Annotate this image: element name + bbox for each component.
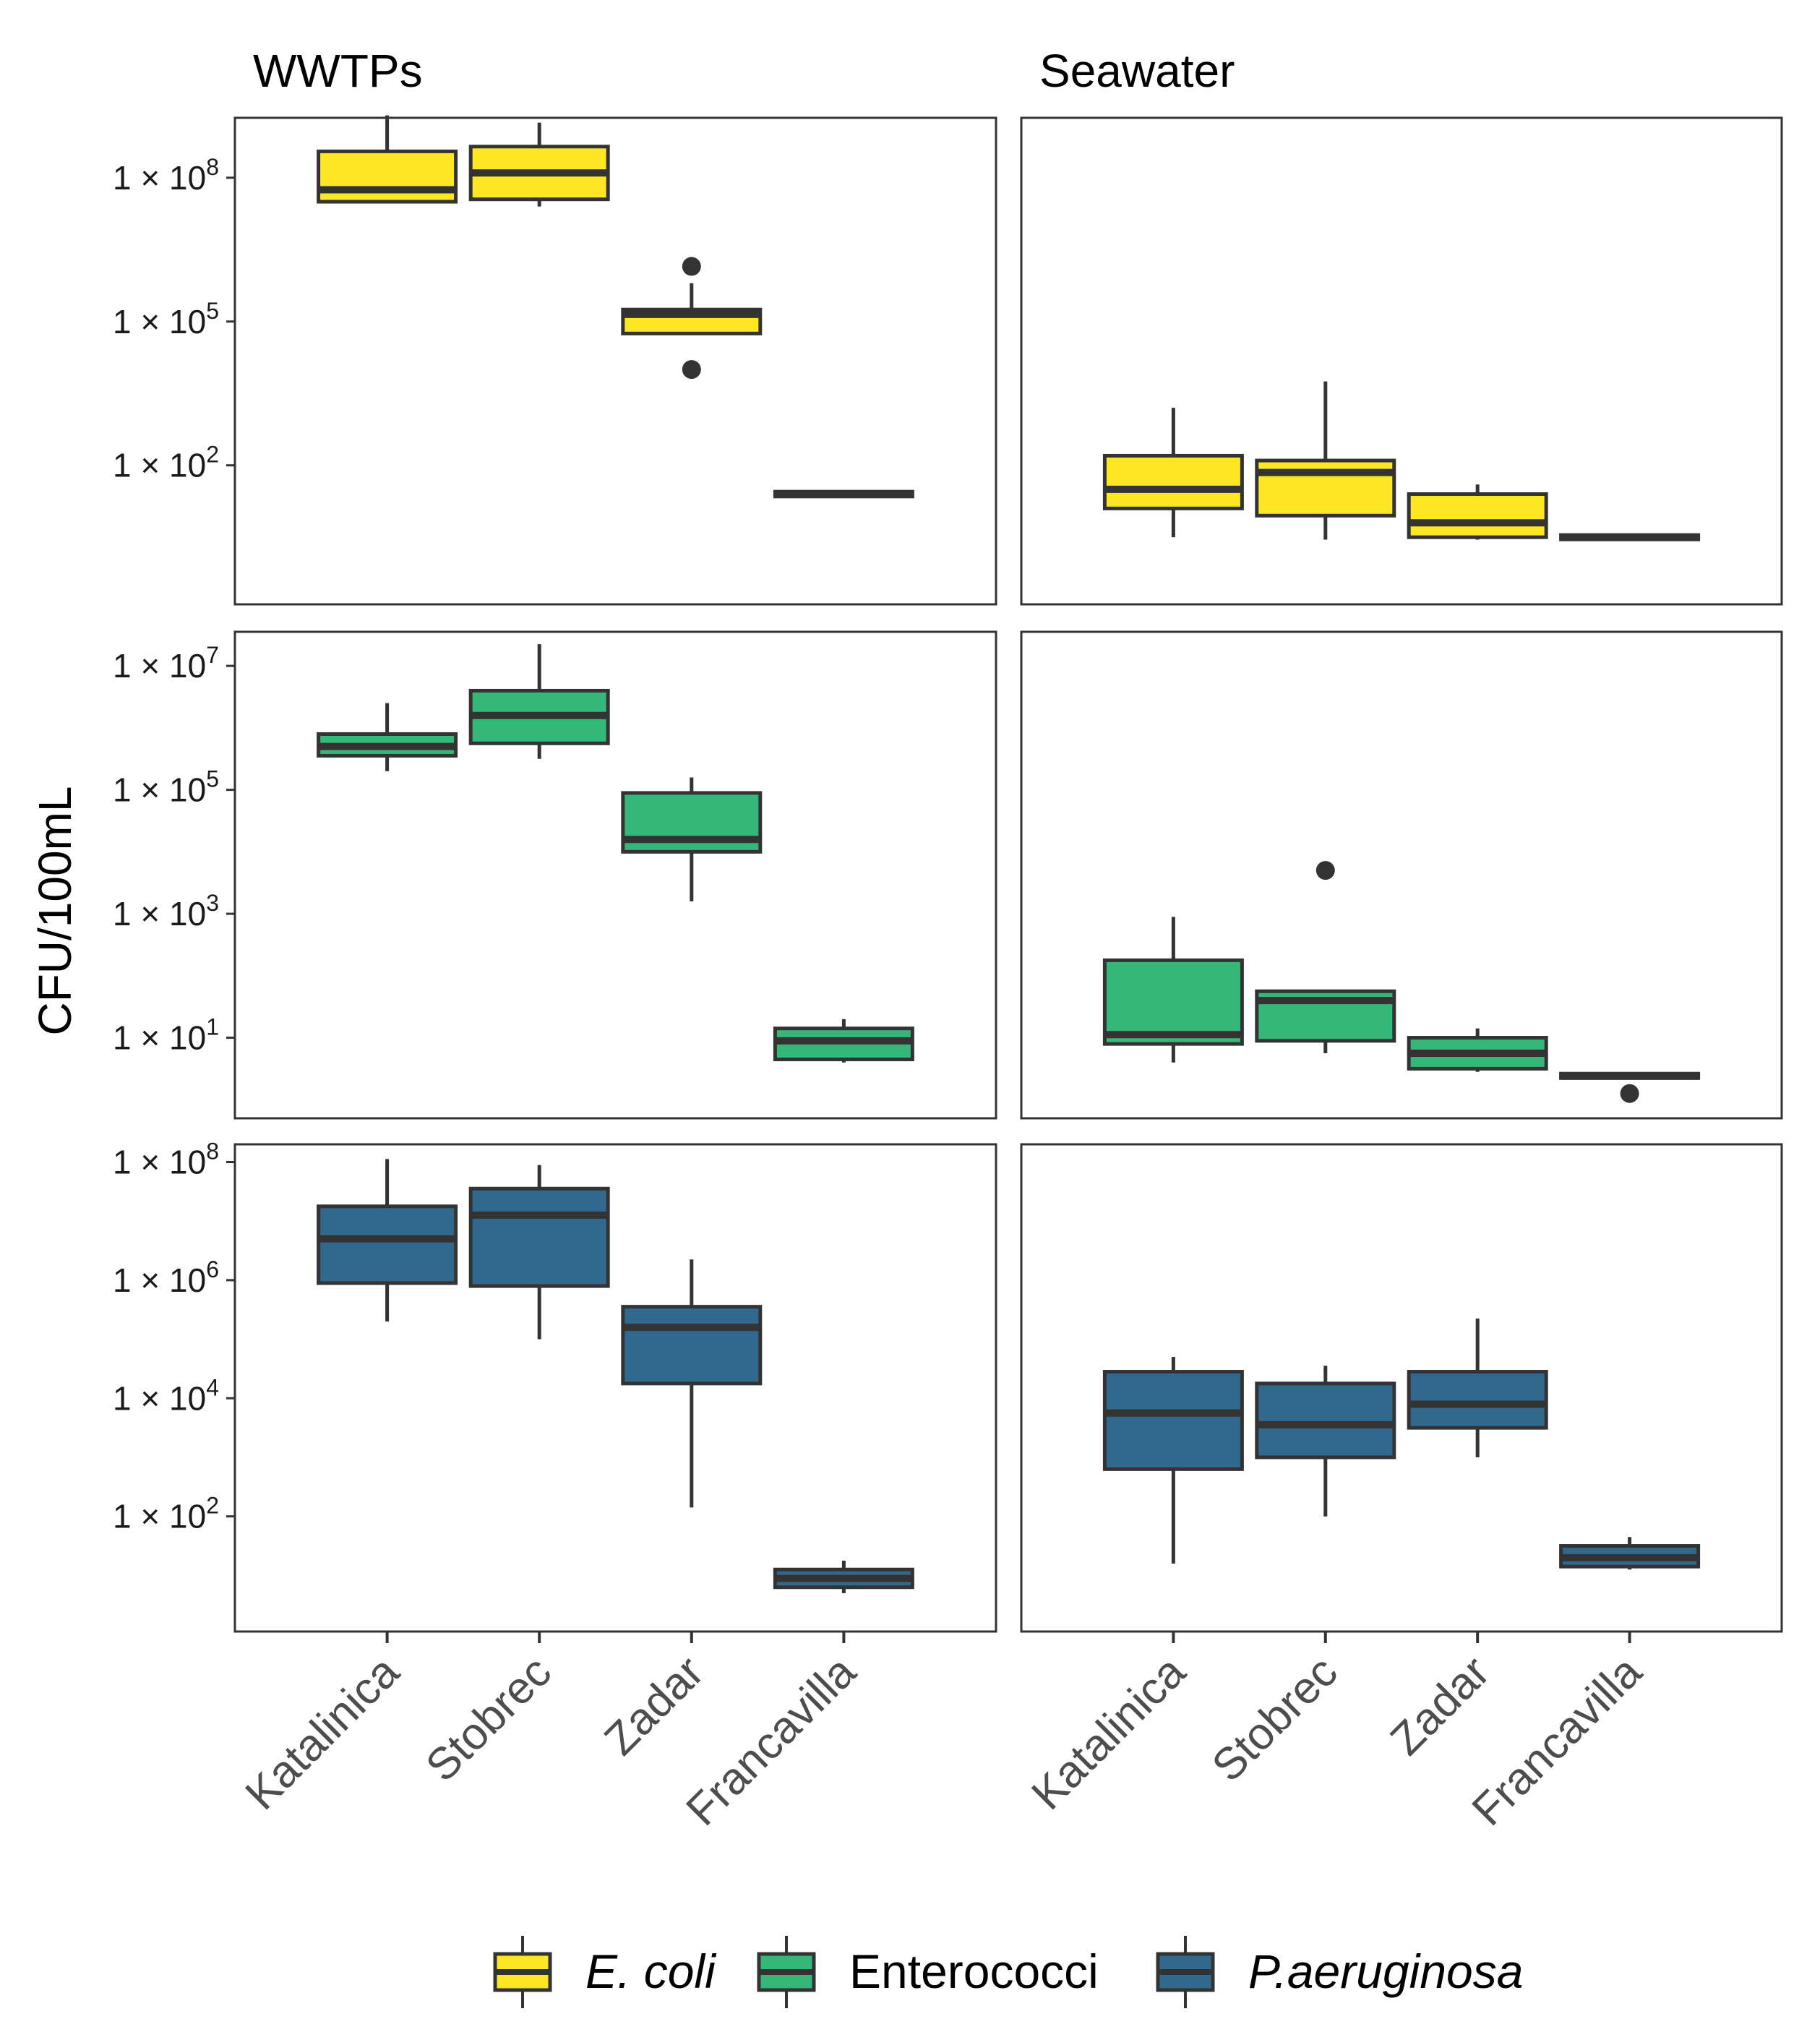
facet-row-e-coli: 1 × 108 1 × 105 1 × 102 <box>113 115 1783 606</box>
box-zadar <box>1407 1319 1548 1457</box>
box-iqr <box>1407 1370 1548 1430</box>
box-stobrec <box>1255 381 1396 540</box>
box-katalinica <box>317 115 458 204</box>
box-iqr <box>621 1305 763 1386</box>
box-katalinica <box>1102 1357 1244 1564</box>
box-stobrec <box>1255 1366 1396 1517</box>
box-iqr <box>1255 1381 1396 1459</box>
box-katalinica <box>317 703 458 771</box>
box-zadar <box>1407 1028 1548 1072</box>
y-tick-label: 1 × 107 <box>113 642 219 685</box>
facet-row-enterococci: 1 × 107 1 × 105 1 × 103 1 × 101 <box>113 630 1783 1120</box>
box-stobrec <box>468 644 610 759</box>
box-katalinica <box>1102 408 1244 538</box>
box-iqr <box>317 1204 458 1285</box>
y-tick-label: 1 × 105 <box>113 298 219 340</box>
outlier-point <box>1620 1084 1639 1103</box>
box-katalinica <box>317 1159 458 1322</box>
y-tick-label: 1 × 102 <box>113 442 219 484</box>
panel-wwtps-enterococci <box>233 630 997 1120</box>
y-tick-label: 1 × 105 <box>113 766 219 809</box>
box-iqr <box>1102 453 1244 510</box>
box-francavilla <box>1559 1537 1701 1570</box>
panel-border <box>1020 116 1783 606</box>
box-francavilla <box>773 1019 914 1063</box>
y-tick-label: 1 × 101 <box>113 1014 219 1057</box>
y-tick-label: 1 × 103 <box>113 890 219 933</box>
facet-title-seawater: Seawater <box>1039 45 1235 97</box>
panel-seawater-enterococci <box>1020 630 1783 1120</box>
box-stobrec <box>468 122 610 207</box>
y-tick-label: 1 × 102 <box>113 1493 219 1535</box>
box-katalinica <box>1102 917 1244 1063</box>
box-francavilla <box>1559 533 1701 541</box>
box-zadar <box>621 257 763 380</box>
box-zadar <box>1407 484 1548 540</box>
y-axis-title: CFU/100mL <box>29 786 81 1036</box>
panel-wwtps-p-aeruginosa <box>233 1143 997 1633</box>
outlier-point <box>682 360 701 380</box>
box-iqr <box>1102 958 1244 1046</box>
y-tick-label: 1 × 108 <box>113 1139 219 1181</box>
box-iqr <box>468 1186 610 1288</box>
box-zadar <box>621 777 763 901</box>
panel-seawater-p-aeruginosa <box>1020 1143 1783 1633</box>
legend: E. coli Enterococci P.aeruginosa <box>493 1936 1523 2008</box>
legend-label: E. coli <box>585 1945 717 1998</box>
box-iqr <box>1407 492 1548 539</box>
legend-label: P.aeruginosa <box>1248 1945 1523 1998</box>
box-stobrec <box>468 1165 610 1339</box>
outlier-point <box>1315 861 1335 880</box>
y-tick-label: 1 × 106 <box>113 1256 219 1299</box>
legend-label: Enterococci <box>849 1945 1099 1998</box>
panel-wwtps-e-coli <box>233 115 997 606</box>
outlier-point <box>682 257 701 276</box>
box-francavilla <box>773 1560 914 1593</box>
facet-row-p-aeruginosa: 1 × 108 1 × 106 1 × 104 1 × 102 <box>113 1139 1783 1633</box>
facet-title-wwtps: WWTPs <box>253 45 423 97</box>
box-iqr <box>1102 1370 1244 1471</box>
legend-entry-e-coli: E. coli <box>493 1936 717 2008</box>
box-zadar <box>621 1259 763 1508</box>
legend-entry-p-aeruginosa: P.aeruginosa <box>1156 1936 1523 2008</box>
y-tick-label: 1 × 104 <box>113 1374 219 1417</box>
box-francavilla <box>1559 1071 1701 1103</box>
panel-seawater-e-coli <box>1020 116 1783 606</box>
box-iqr <box>317 149 458 204</box>
y-tick-label: 1 × 108 <box>113 154 219 197</box>
box-francavilla <box>773 489 914 499</box>
legend-entry-enterococci: Enterococci <box>757 1936 1099 2008</box>
box-iqr <box>1255 458 1396 518</box>
box-stobrec <box>1255 861 1396 1053</box>
facet-titles: WWTPs Seawater <box>253 45 1235 97</box>
